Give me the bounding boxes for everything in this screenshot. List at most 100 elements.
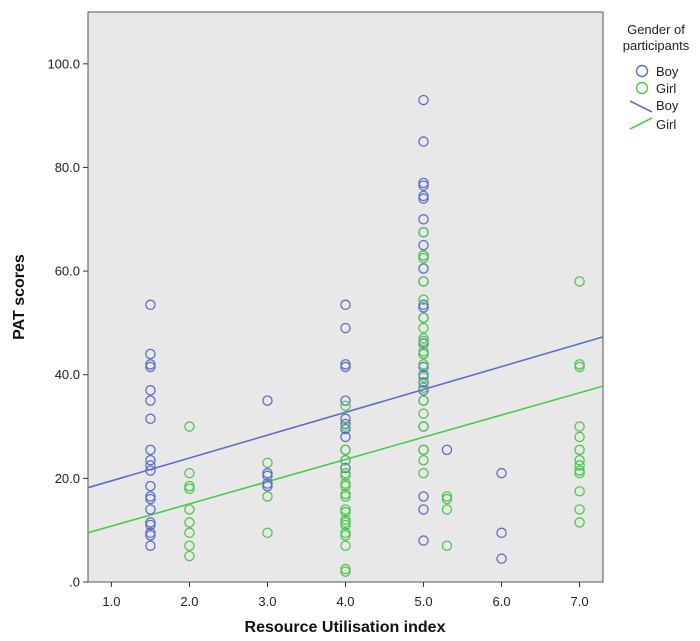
data-point-girl [184,483,195,494]
data-point-boy [340,418,351,430]
data-point-girl [262,457,273,469]
data-point-boy [418,377,429,388]
data-point-girl [418,250,429,261]
data-point-girl [340,480,351,492]
data-point-girl [418,333,429,344]
legend: Gender of participants Boy Girl Boy Girl [623,22,690,132]
data-point-girl [574,486,585,497]
data-point-girl [574,467,585,479]
data-point-girl [418,226,429,238]
data-point-boy [340,423,351,435]
x-tick-label: 2.0 [180,594,198,609]
data-point-girl [184,550,195,562]
data-point-boy [145,491,156,502]
data-point-girl [184,480,195,492]
x-tick-label: 1.0 [102,594,120,609]
data-point-boy [262,478,273,489]
data-point-boy [340,431,351,443]
legend-marker-girl-label: Girl [656,81,676,96]
data-point-boy [418,263,429,274]
data-point-girl [340,517,351,528]
data-point-girl [418,444,429,456]
data-point-boy [145,454,156,466]
fit-lines [87,336,604,534]
data-point-boy [145,480,156,492]
fit-line-boy [87,336,604,489]
data-point-girl [418,467,429,479]
data-point-girl [574,361,585,373]
data-point-boy [340,299,351,311]
data-point-girl [340,491,351,502]
data-point-boy [145,359,156,370]
data-point-boy [418,338,429,349]
y-tick-label: .0 [69,575,80,590]
x-tick-label: 6.0 [493,594,511,609]
data-point-girl [441,491,453,502]
data-point-girl [184,527,195,539]
data-point-girl [418,454,429,466]
data-point-girl [574,517,585,528]
data-point-girl [574,431,585,443]
y-axis-title: PAT scores [11,254,28,340]
data-point-boy [418,94,429,106]
data-point-boy [145,395,156,406]
data-point-boy [145,504,156,515]
data-point-girl [340,488,351,500]
data-point-girl [340,504,351,515]
data-points [145,94,585,577]
data-point-girl [418,421,429,432]
data-point-girl [418,346,429,357]
data-point-girl [441,540,453,551]
data-point-boy [418,180,429,191]
data-point-boy [262,395,273,406]
legend-line-girl [629,117,653,130]
data-point-boy [418,239,429,251]
axis-ticks: 1.0 2.0 3.0 4.0 5.0 6.0 7.0 .0 20.0 40.0 60.0 80.0 1… [47,56,588,609]
data-point-boy [418,361,429,373]
data-point-boy [145,444,156,456]
y-tick-label: 80.0 [55,160,80,175]
data-point-boy [262,480,273,492]
data-point-boy [496,553,507,564]
legend-marker-girl [635,81,649,95]
data-point-girl [184,517,195,528]
legend-title-line1: Gender of [627,22,685,37]
y-tick-label: 40.0 [55,367,80,382]
data-point-boy [145,540,156,551]
legend-title-line2: participants [623,38,690,53]
data-point-girl [340,467,351,479]
data-point-boy [340,359,351,370]
data-point-girl [574,421,585,432]
data-point-boy [262,470,273,482]
data-point-girl [340,444,351,456]
data-point-girl [340,400,351,412]
data-point-boy [340,395,351,406]
data-point-boy [418,193,429,204]
x-tick-label: 5.0 [414,594,432,609]
data-point-boy [441,444,453,456]
plot-area [87,11,604,583]
data-point-boy [145,493,156,505]
data-point-girl [418,276,429,287]
data-point-girl [574,454,585,466]
x-tick-label: 7.0 [571,594,589,609]
legend-marker-boy [635,64,649,78]
data-point-girl [262,491,273,502]
data-point-girl [574,460,585,471]
data-point-boy [145,519,156,531]
fit-line-girl [87,385,604,534]
data-point-boy [145,348,156,360]
legend-line-girl-label: Girl [656,117,676,132]
data-point-girl [418,382,429,393]
data-point-girl [418,335,429,347]
data-point-girl [418,322,429,334]
data-point-boy [262,467,273,479]
legend-line-boy [629,100,653,113]
data-point-girl [340,527,351,539]
data-point-girl [340,566,351,577]
data-point-boy [145,530,156,541]
legend-marker-boy-label: Boy [656,64,679,79]
data-point-girl [340,506,351,518]
data-point-boy [418,190,429,202]
